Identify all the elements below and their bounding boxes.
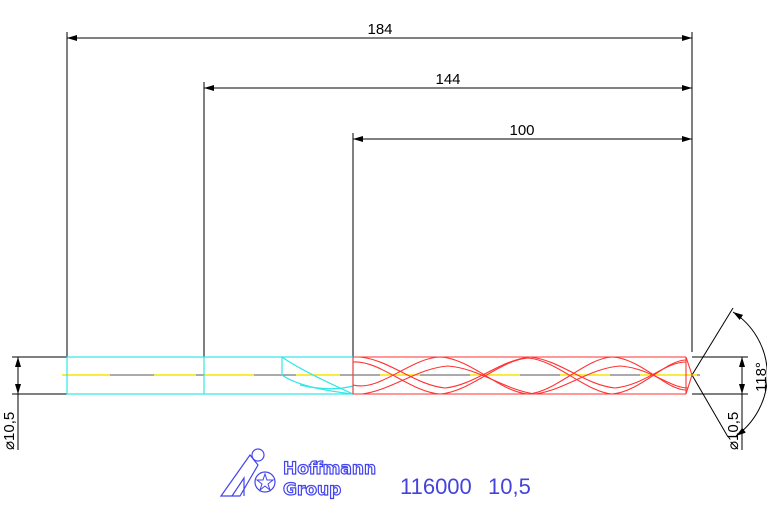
dimension-184: 184 [66, 21, 693, 357]
diameter-dimension-left: ⌀10,5 [1, 356, 67, 450]
dimension-label: 144 [435, 71, 460, 88]
dimension-label: 184 [367, 21, 392, 38]
article-number: 116000 [400, 474, 472, 499]
point-angle-dimension: 118° [691, 307, 767, 438]
drill-size: 10,5 [488, 474, 531, 499]
svg-text:Group: Group [283, 480, 341, 500]
diameter-label: ⌀10,5 [725, 412, 742, 450]
drill-flutes [352, 356, 693, 395]
dimension-144: 144 [203, 71, 692, 357]
diameter-dimension-right: ⌀10,5 [692, 356, 748, 450]
dimension-100: 100 [352, 122, 692, 357]
dimension-label: 100 [509, 122, 534, 139]
diameter-label: ⌀10,5 [1, 412, 18, 450]
svg-text:Hoffmann: Hoffmann [283, 459, 376, 479]
angle-label: 118° [753, 362, 767, 392]
hoffmann-group-logo: Hoffmann Group [219, 448, 377, 501]
